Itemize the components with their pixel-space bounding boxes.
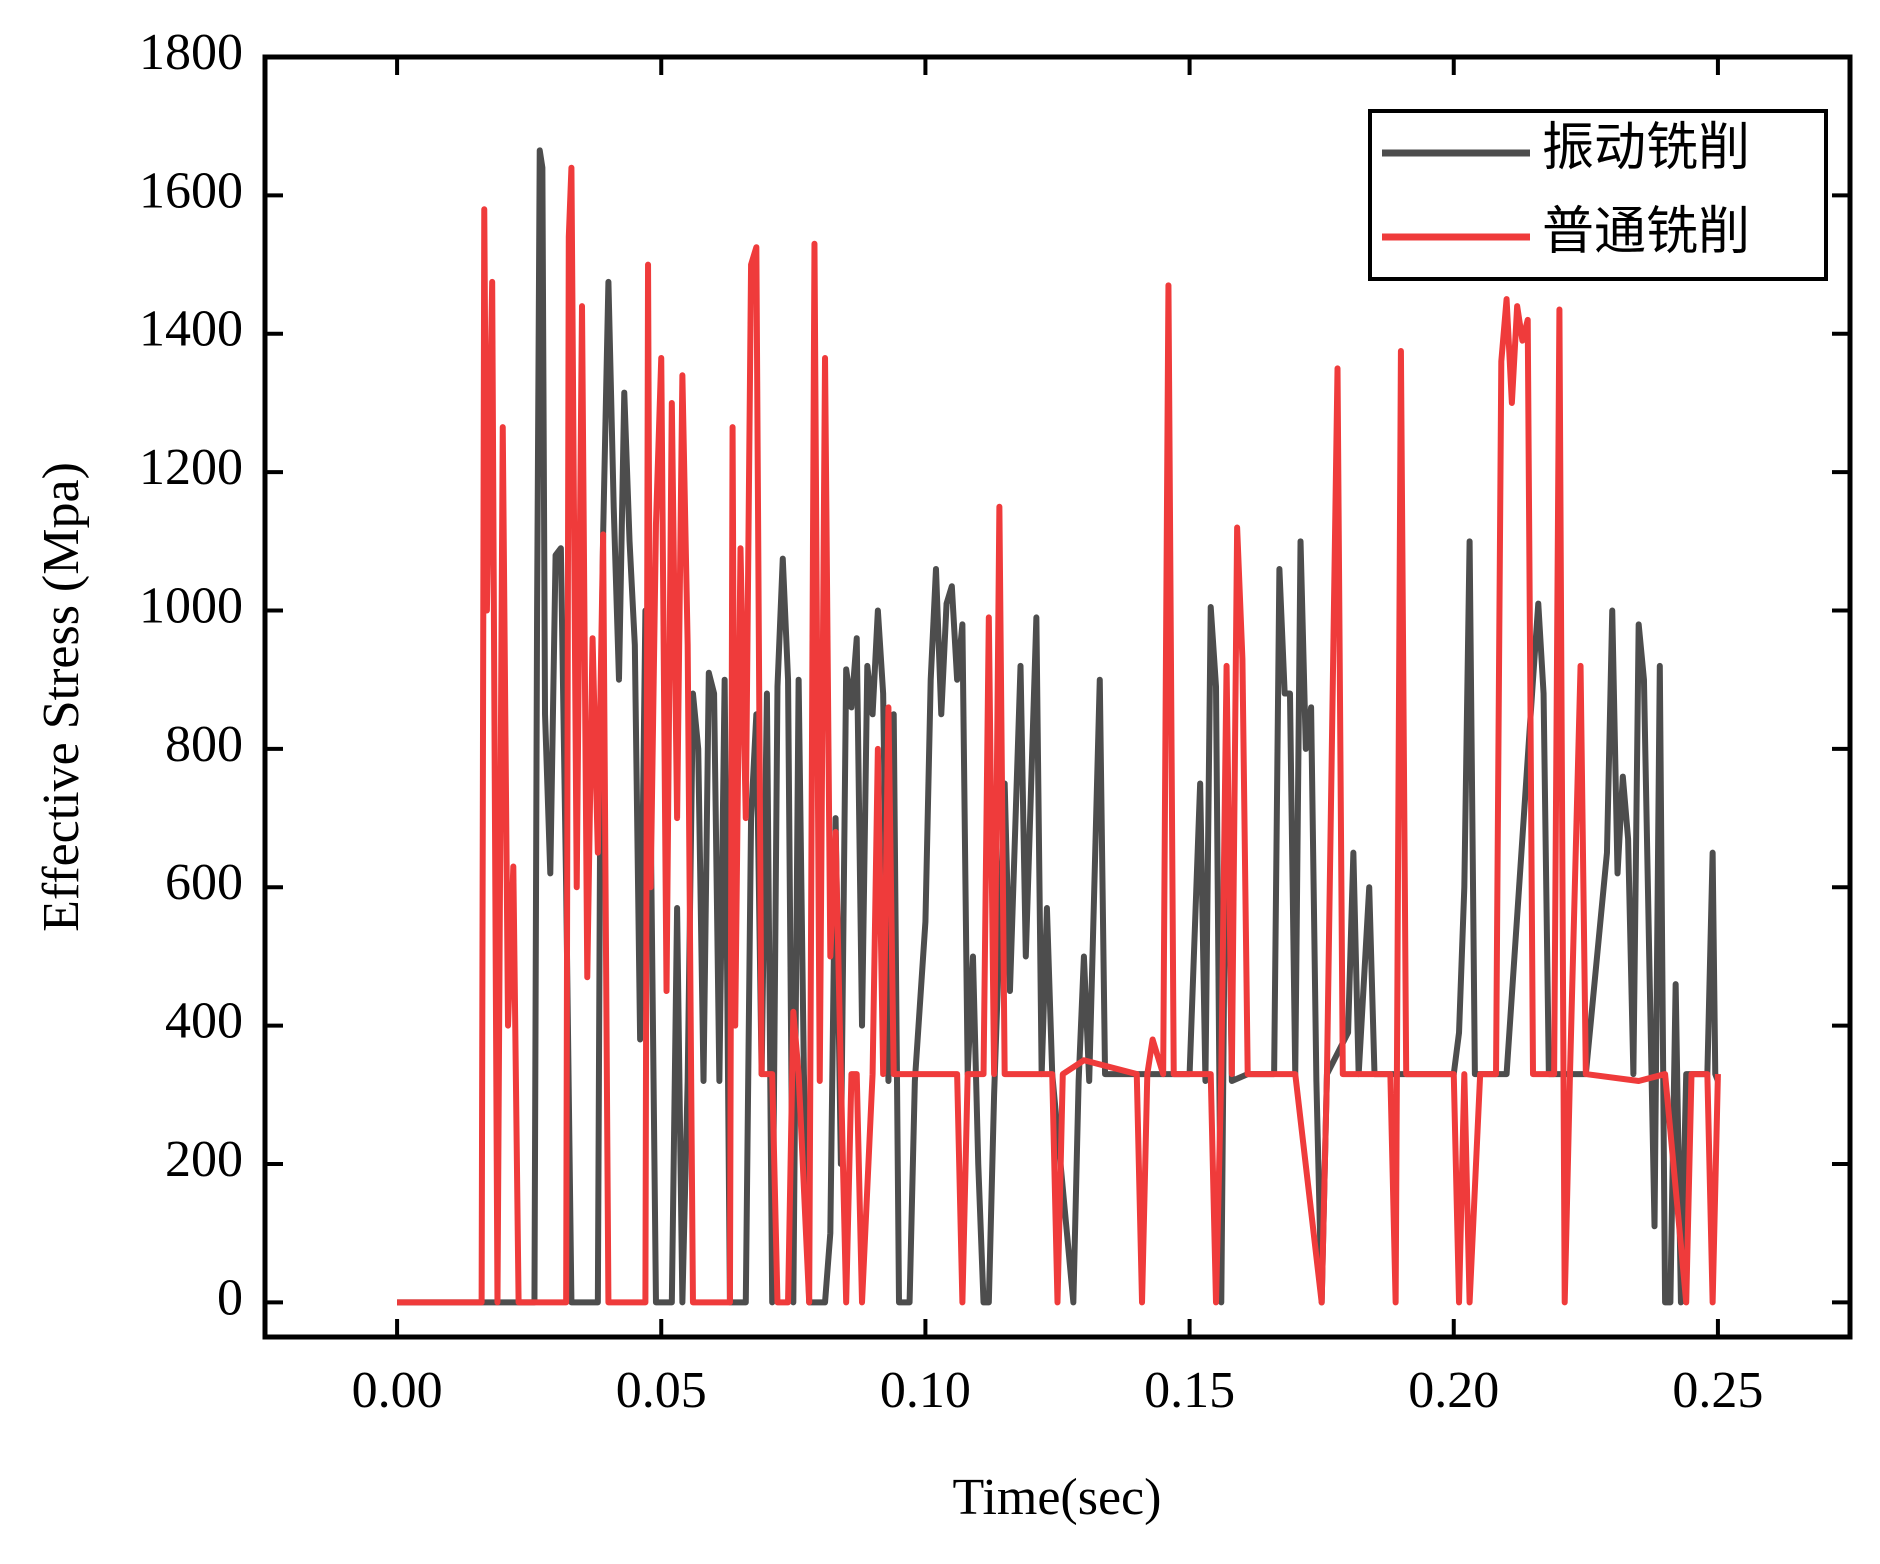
y-tick-label: 200 <box>165 1131 243 1188</box>
y-tick-label: 0 <box>217 1269 243 1326</box>
x-axis-title: Time(sec) <box>953 1469 1162 1526</box>
plot-frame <box>262 54 1853 1340</box>
legend-box <box>1368 109 1828 281</box>
x-tick-label: 0.00 <box>352 1362 443 1419</box>
x-tick-label: 0.15 <box>1144 1362 1235 1419</box>
y-tick-label: 1400 <box>139 301 243 358</box>
y-tick-label: 1600 <box>139 162 243 219</box>
y-tick-label: 1200 <box>139 439 243 496</box>
y-tick-label: 1000 <box>139 577 243 634</box>
y-axis-title: Effective Stress (Mpa) <box>33 462 90 932</box>
y-tick-label: 400 <box>165 993 243 1050</box>
x-tick-label: 0.10 <box>880 1362 971 1419</box>
legend-label: 振动铣削 <box>1542 120 1750 177</box>
x-tick-label: 0.25 <box>1672 1362 1763 1419</box>
y-tick-label: 800 <box>165 716 243 773</box>
x-tick-label: 0.20 <box>1408 1362 1499 1419</box>
y-tick-label: 1800 <box>139 24 243 81</box>
series-line <box>397 164 1721 1306</box>
legend-label: 普通铣削 <box>1542 204 1750 261</box>
x-tick-label: 0.05 <box>616 1362 707 1419</box>
y-tick-label: 600 <box>165 854 243 911</box>
